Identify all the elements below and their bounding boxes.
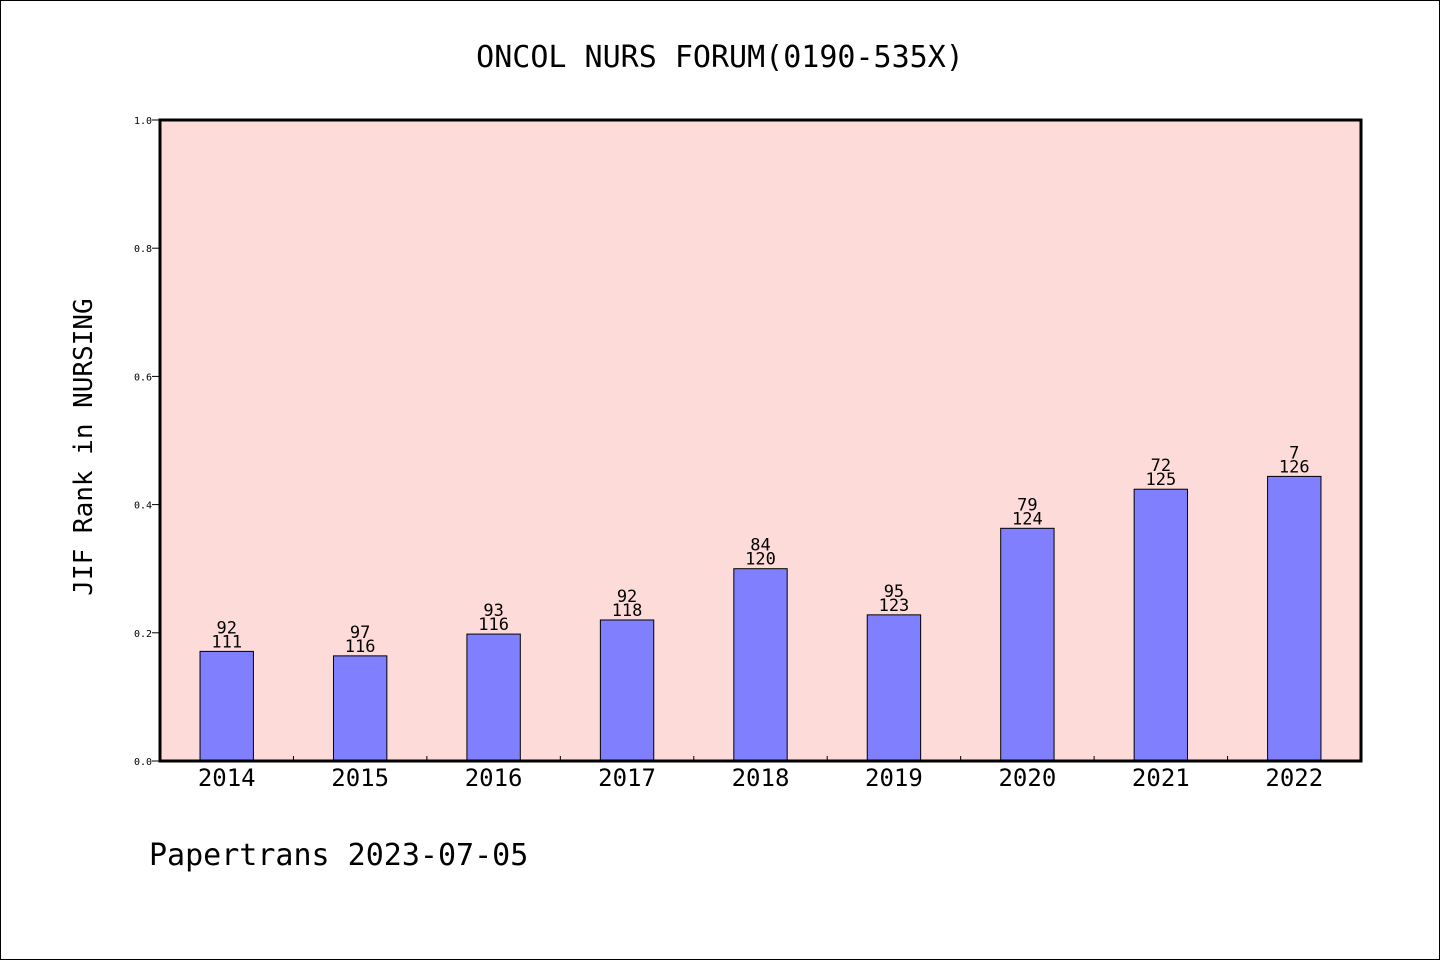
- bar-2022: [1267, 475, 1322, 762]
- bars-group: [199, 475, 1322, 762]
- bar-2021: [1133, 488, 1189, 762]
- x-tick-label: 2017: [598, 764, 656, 792]
- y-tick-label: 0.0: [134, 757, 152, 768]
- rank-label: 72: [1151, 456, 1171, 476]
- bar-2020: [1000, 527, 1055, 762]
- bar-2014: [199, 650, 254, 762]
- x-tick-label: 2014: [198, 764, 256, 792]
- chart-title: ONCOL NURS FORUM(0190-535X): [476, 40, 964, 75]
- y-tick-label: 1.0: [134, 116, 152, 127]
- plot-border: [158, 118, 1363, 763]
- total-label: 120: [745, 550, 776, 570]
- x-axis: 2014 2015 2016 2017 2018 2019 2020 2021 2022: [198, 756, 1323, 792]
- total-label: 126: [1279, 457, 1310, 477]
- total-label: 111: [211, 632, 242, 652]
- x-tick-label: 2019: [865, 764, 923, 792]
- footer-text: Papertrans 2023-07-05: [149, 838, 528, 873]
- bar-2019: [866, 614, 922, 762]
- rank-label: 92: [617, 587, 637, 607]
- y-tick-label: 0.4: [134, 501, 152, 512]
- total-label: 125: [1145, 470, 1176, 490]
- y-tick-label: 0.6: [134, 372, 152, 383]
- rank-label: 97: [350, 623, 370, 643]
- bar-2015: [332, 655, 388, 762]
- total-label: 116: [345, 637, 376, 657]
- bar-2017: [599, 619, 655, 762]
- rank-label: 7: [1289, 443, 1299, 463]
- total-label: 123: [879, 596, 910, 616]
- x-tick-label: 2020: [998, 764, 1056, 792]
- rank-label: 79: [1017, 495, 1037, 515]
- x-tick-label: 2015: [331, 764, 389, 792]
- x-tick-label: 2021: [1132, 764, 1190, 792]
- y-tick-label: 0.2: [134, 629, 152, 640]
- total-label: 124: [1012, 509, 1043, 529]
- rank-label: 84: [750, 536, 770, 556]
- bar-2016: [466, 633, 521, 762]
- rank-label: 92: [216, 618, 236, 638]
- x-tick-label: 2018: [732, 764, 790, 792]
- y-axis-label: JIF Rank in NURSING: [69, 298, 99, 595]
- y-axis: 0.0 0.2 0.4 0.6 0.8 1.0: [134, 116, 160, 768]
- y-tick-label: 0.8: [134, 244, 152, 255]
- rank-label: 93: [483, 601, 503, 621]
- total-label: 116: [478, 615, 509, 635]
- x-tick-label: 2022: [1265, 764, 1323, 792]
- bar-2018: [733, 568, 788, 762]
- total-label: 118: [612, 601, 643, 621]
- rank-label: 95: [884, 582, 904, 602]
- x-tick-label: 2016: [465, 764, 523, 792]
